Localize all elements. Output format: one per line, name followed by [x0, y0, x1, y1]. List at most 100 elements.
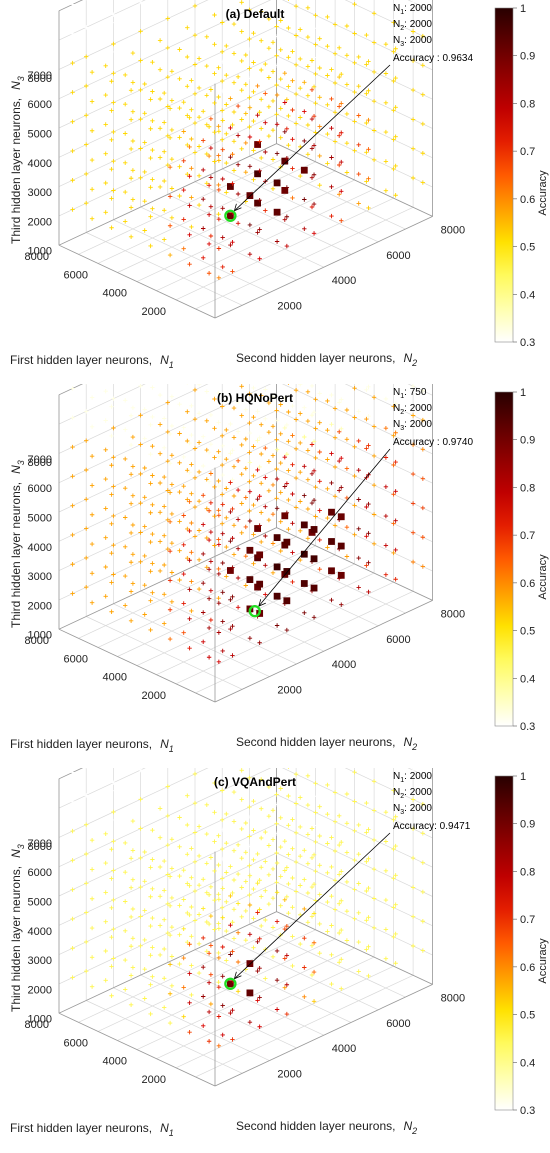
- data-point: [311, 439, 317, 444]
- data-point: [329, 776, 334, 782]
- data-point: [206, 951, 212, 956]
- axis-edge: [214, 984, 433, 1087]
- data-point: [325, 841, 330, 846]
- data-point: [339, 986, 344, 991]
- colorbar-tick-label: 0.4: [520, 1057, 535, 1069]
- data-point: [189, 992, 194, 998]
- data-point: [187, 854, 192, 859]
- chart-title: (c) VQAndPert: [214, 775, 296, 789]
- data-point: [230, 920, 235, 925]
- data-point: [332, 139, 338, 144]
- data-point: [84, 910, 89, 915]
- data-point: [302, 994, 307, 999]
- data-point: [111, 396, 116, 401]
- data-point: [201, 79, 206, 85]
- data-point: [216, 774, 221, 780]
- data-point: [216, 420, 221, 425]
- data-point: [420, 564, 426, 569]
- data-point: [257, 907, 262, 912]
- data-point: [206, 479, 212, 484]
- data-point: [142, 495, 147, 500]
- data-point: [224, 899, 229, 904]
- data-point: [290, 963, 295, 969]
- data-point: [169, 69, 175, 74]
- data-point-high: [254, 199, 261, 207]
- data-point: [235, 103, 241, 109]
- data-point: [167, 845, 173, 850]
- data-point: [204, 919, 209, 925]
- data-point: [224, 427, 229, 433]
- data-point: [212, 514, 217, 519]
- data-point: [247, 420, 252, 426]
- data-point: [383, 839, 389, 844]
- data-point: [111, 897, 116, 903]
- data-point: [162, 1005, 167, 1010]
- data-point: [192, 475, 198, 480]
- data-point: [344, 111, 350, 117]
- data-point: [263, 592, 268, 597]
- data-point-high: [283, 538, 291, 546]
- data-point: [157, 67, 163, 72]
- data-point: [142, 967, 147, 972]
- data-point: [371, 896, 377, 901]
- data-point: [325, 812, 330, 817]
- data-point: [70, 178, 75, 183]
- x-tick-label: 4000: [103, 288, 127, 300]
- data-point: [123, 72, 128, 78]
- data-point: [263, 416, 268, 421]
- data-point: [293, 62, 299, 67]
- data-point: [150, 206, 155, 211]
- data-point: [290, 166, 295, 171]
- data-point: [311, 468, 317, 474]
- data-point: [201, 167, 206, 173]
- data-point: [243, 938, 248, 943]
- data-point: [162, 829, 167, 834]
- data-point: [257, 168, 262, 174]
- data-point: [220, 108, 225, 113]
- data-point: [332, 790, 338, 795]
- data-point: [220, 404, 225, 409]
- data-point: [364, 563, 369, 568]
- data-point: [235, 959, 241, 965]
- data-point: [148, 155, 153, 161]
- data-point: [123, 43, 128, 48]
- data-point: [187, 86, 192, 91]
- z-tick-label: 5000: [28, 129, 52, 141]
- data-point-high: [281, 512, 289, 520]
- data-point: [329, 451, 334, 456]
- data-point: [157, 155, 163, 160]
- grid-line: [222, 936, 379, 1011]
- data-point: [298, 768, 303, 771]
- data-point: [220, 118, 225, 123]
- data-point: [181, 454, 186, 460]
- data-point: [201, 493, 206, 498]
- data-point: [293, 830, 299, 835]
- data-point: [364, 62, 369, 67]
- data-point: [247, 844, 253, 849]
- data-point: [185, 556, 190, 561]
- data-point: [352, 770, 357, 775]
- grid-line: [167, 194, 324, 268]
- data-point: [309, 797, 315, 802]
- data-point: [356, 54, 361, 60]
- data-point: [251, 945, 256, 950]
- data-point: [302, 434, 307, 440]
- data-point: [366, 827, 371, 832]
- data-point: [201, 965, 206, 970]
- data-point: [192, 150, 198, 155]
- z-tick-label: 5000: [28, 513, 52, 525]
- data-point: [84, 83, 89, 89]
- data-point: [410, 885, 416, 890]
- data-point: [84, 438, 89, 443]
- data-point: [282, 71, 287, 76]
- data-point: [266, 488, 272, 493]
- data-point: [305, 920, 311, 925]
- data-point: [224, 958, 229, 963]
- data-point: [282, 217, 287, 222]
- data-point: [263, 149, 268, 155]
- data-point-high: [227, 980, 234, 988]
- data-point-high: [254, 141, 261, 148]
- data-point: [187, 883, 192, 888]
- data-point: [204, 63, 209, 69]
- best-point-marker: [224, 209, 237, 223]
